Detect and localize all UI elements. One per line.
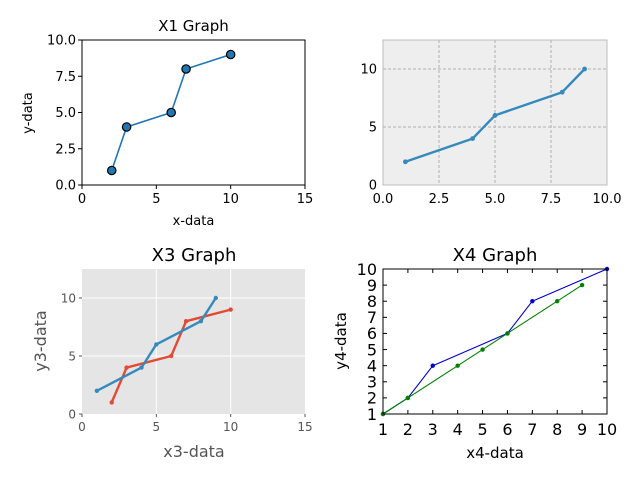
y-tick-label: 2 — [367, 389, 377, 408]
data-point — [430, 363, 435, 368]
panel-x4-ylabel: y4-data — [332, 312, 350, 370]
data-point — [579, 282, 585, 288]
y-tick-label: 5 — [68, 349, 76, 363]
data-point — [480, 347, 485, 352]
x-tick-label: 7 — [527, 420, 537, 439]
y-tick-label: 10 — [61, 291, 76, 305]
y-tick-label: 3 — [367, 373, 377, 392]
data-point — [555, 299, 560, 304]
data-point — [403, 159, 408, 165]
x-tick-label: 0 — [78, 192, 86, 207]
panel-x3-xlabel: x3-data — [163, 442, 224, 461]
data-point — [181, 64, 191, 74]
y-tick-label: 8 — [367, 292, 377, 311]
x-tick-label: 8 — [552, 420, 562, 439]
data-point — [559, 89, 565, 95]
x-tick-label: 10.0 — [593, 192, 622, 207]
x-tick-label: 3 — [428, 420, 438, 439]
data-point — [154, 342, 159, 347]
y-tick-label: 10 — [357, 260, 377, 279]
data-point — [530, 299, 535, 304]
x-tick-label: 2.5 — [429, 192, 450, 207]
data-point — [169, 353, 174, 359]
plot-layer-0: 0 5 10 15 0.0 2.5 5.0 7.5 10.0 — [47, 34, 313, 207]
plot-area-2 — [82, 269, 305, 414]
panel-x4-graph: X4 Graph x4-data y4-data 1 2 3 4 5 6 7 8 9 101234… — [332, 245, 617, 462]
data-point — [470, 136, 475, 142]
x-tick-label: 0 — [78, 420, 86, 434]
panel-x1-graph: X1 Graph x-data y-data 0 5 10 15 0.0 2.5 5.0 7.… — [21, 17, 313, 229]
plot-frame — [382, 268, 608, 415]
panel-x3-graph: X3 Graph x3-data y3-data 0 5 10 15 0 5 10 — [31, 245, 313, 461]
y-tick-label: 10.0 — [47, 34, 76, 49]
x-tick-label: 10 — [597, 420, 617, 439]
data-point — [109, 400, 114, 405]
x-tick-label: 10 — [223, 420, 238, 434]
panel-x4-title: X4 Graph — [453, 245, 538, 266]
data-point — [492, 113, 498, 118]
data-point — [94, 388, 100, 393]
plot-frame — [382, 39, 608, 186]
x-tick-label: 7.5 — [541, 192, 562, 207]
x-tick-label: 0.0 — [373, 192, 394, 207]
x-tick-label: 5 — [152, 192, 160, 207]
x-tick-label: 1 — [378, 420, 388, 439]
data-point — [166, 107, 176, 118]
y-tick-label: 2.5 — [55, 142, 76, 157]
data-point — [106, 165, 117, 176]
x-tick-label: 4 — [453, 420, 463, 439]
x-tick-label: 5.0 — [485, 192, 506, 207]
y-tick-label: 7.5 — [55, 70, 76, 85]
y-tick-label: 5 — [369, 121, 377, 136]
data-point — [405, 395, 411, 401]
panel-x4-xlabel: x4-data — [466, 444, 524, 462]
data-point — [505, 331, 510, 336]
panel-x1-xlabel: x-data — [173, 214, 215, 229]
y-tick-label: 5 — [367, 340, 377, 359]
data-point — [228, 307, 233, 312]
y-tick-label: 0 — [369, 179, 377, 194]
y-tick-label: 9 — [367, 276, 377, 295]
panel-x3-title: X3 Graph — [152, 245, 237, 266]
panel-x3-ylabel: y3-data — [31, 310, 50, 371]
panel-x1-ylabel: y-data — [21, 92, 36, 133]
data-point — [582, 66, 587, 72]
x-tick-label: 15 — [297, 420, 312, 434]
plot-area-0 — [82, 40, 305, 185]
y-tick-label: 7 — [367, 308, 377, 327]
y-tick-label: 6 — [367, 324, 377, 343]
x-tick-label: 5 — [153, 420, 161, 434]
y-tick-label: 0.0 — [55, 179, 76, 194]
panel-unnamed: 0.0 2.5 5.0 7.5 10.0 0 5 10 — [360, 39, 622, 207]
data-point — [225, 49, 236, 60]
data-point — [213, 295, 218, 301]
y-tick-label: 0 — [68, 407, 76, 421]
x-tick-label: 6 — [502, 420, 512, 439]
data-point — [124, 365, 129, 370]
x-tick-label: 10 — [222, 192, 239, 207]
data-point — [183, 319, 189, 324]
x-tick-label: 9 — [577, 420, 587, 439]
data-point — [121, 122, 132, 132]
data-point — [139, 365, 144, 370]
y-tick-label: 5.0 — [55, 106, 76, 121]
x-tick-label: 2 — [403, 420, 413, 439]
data-point — [455, 363, 460, 368]
plot-layer-1: 0.0 2.5 5.0 7.5 10.0 0 5 10 — [360, 39, 622, 207]
y-tick-label: 4 — [367, 356, 377, 375]
panel-x1-title: X1 Graph — [158, 17, 229, 35]
plot-layer-2: 0 5 10 15 0 5 10 — [61, 269, 313, 434]
data-point — [198, 319, 204, 324]
y-tick-label: 10 — [360, 63, 377, 78]
y-tick-label: 1 — [367, 405, 377, 424]
x-tick-label: 5 — [477, 420, 487, 439]
x-tick-label: 15 — [297, 192, 314, 207]
